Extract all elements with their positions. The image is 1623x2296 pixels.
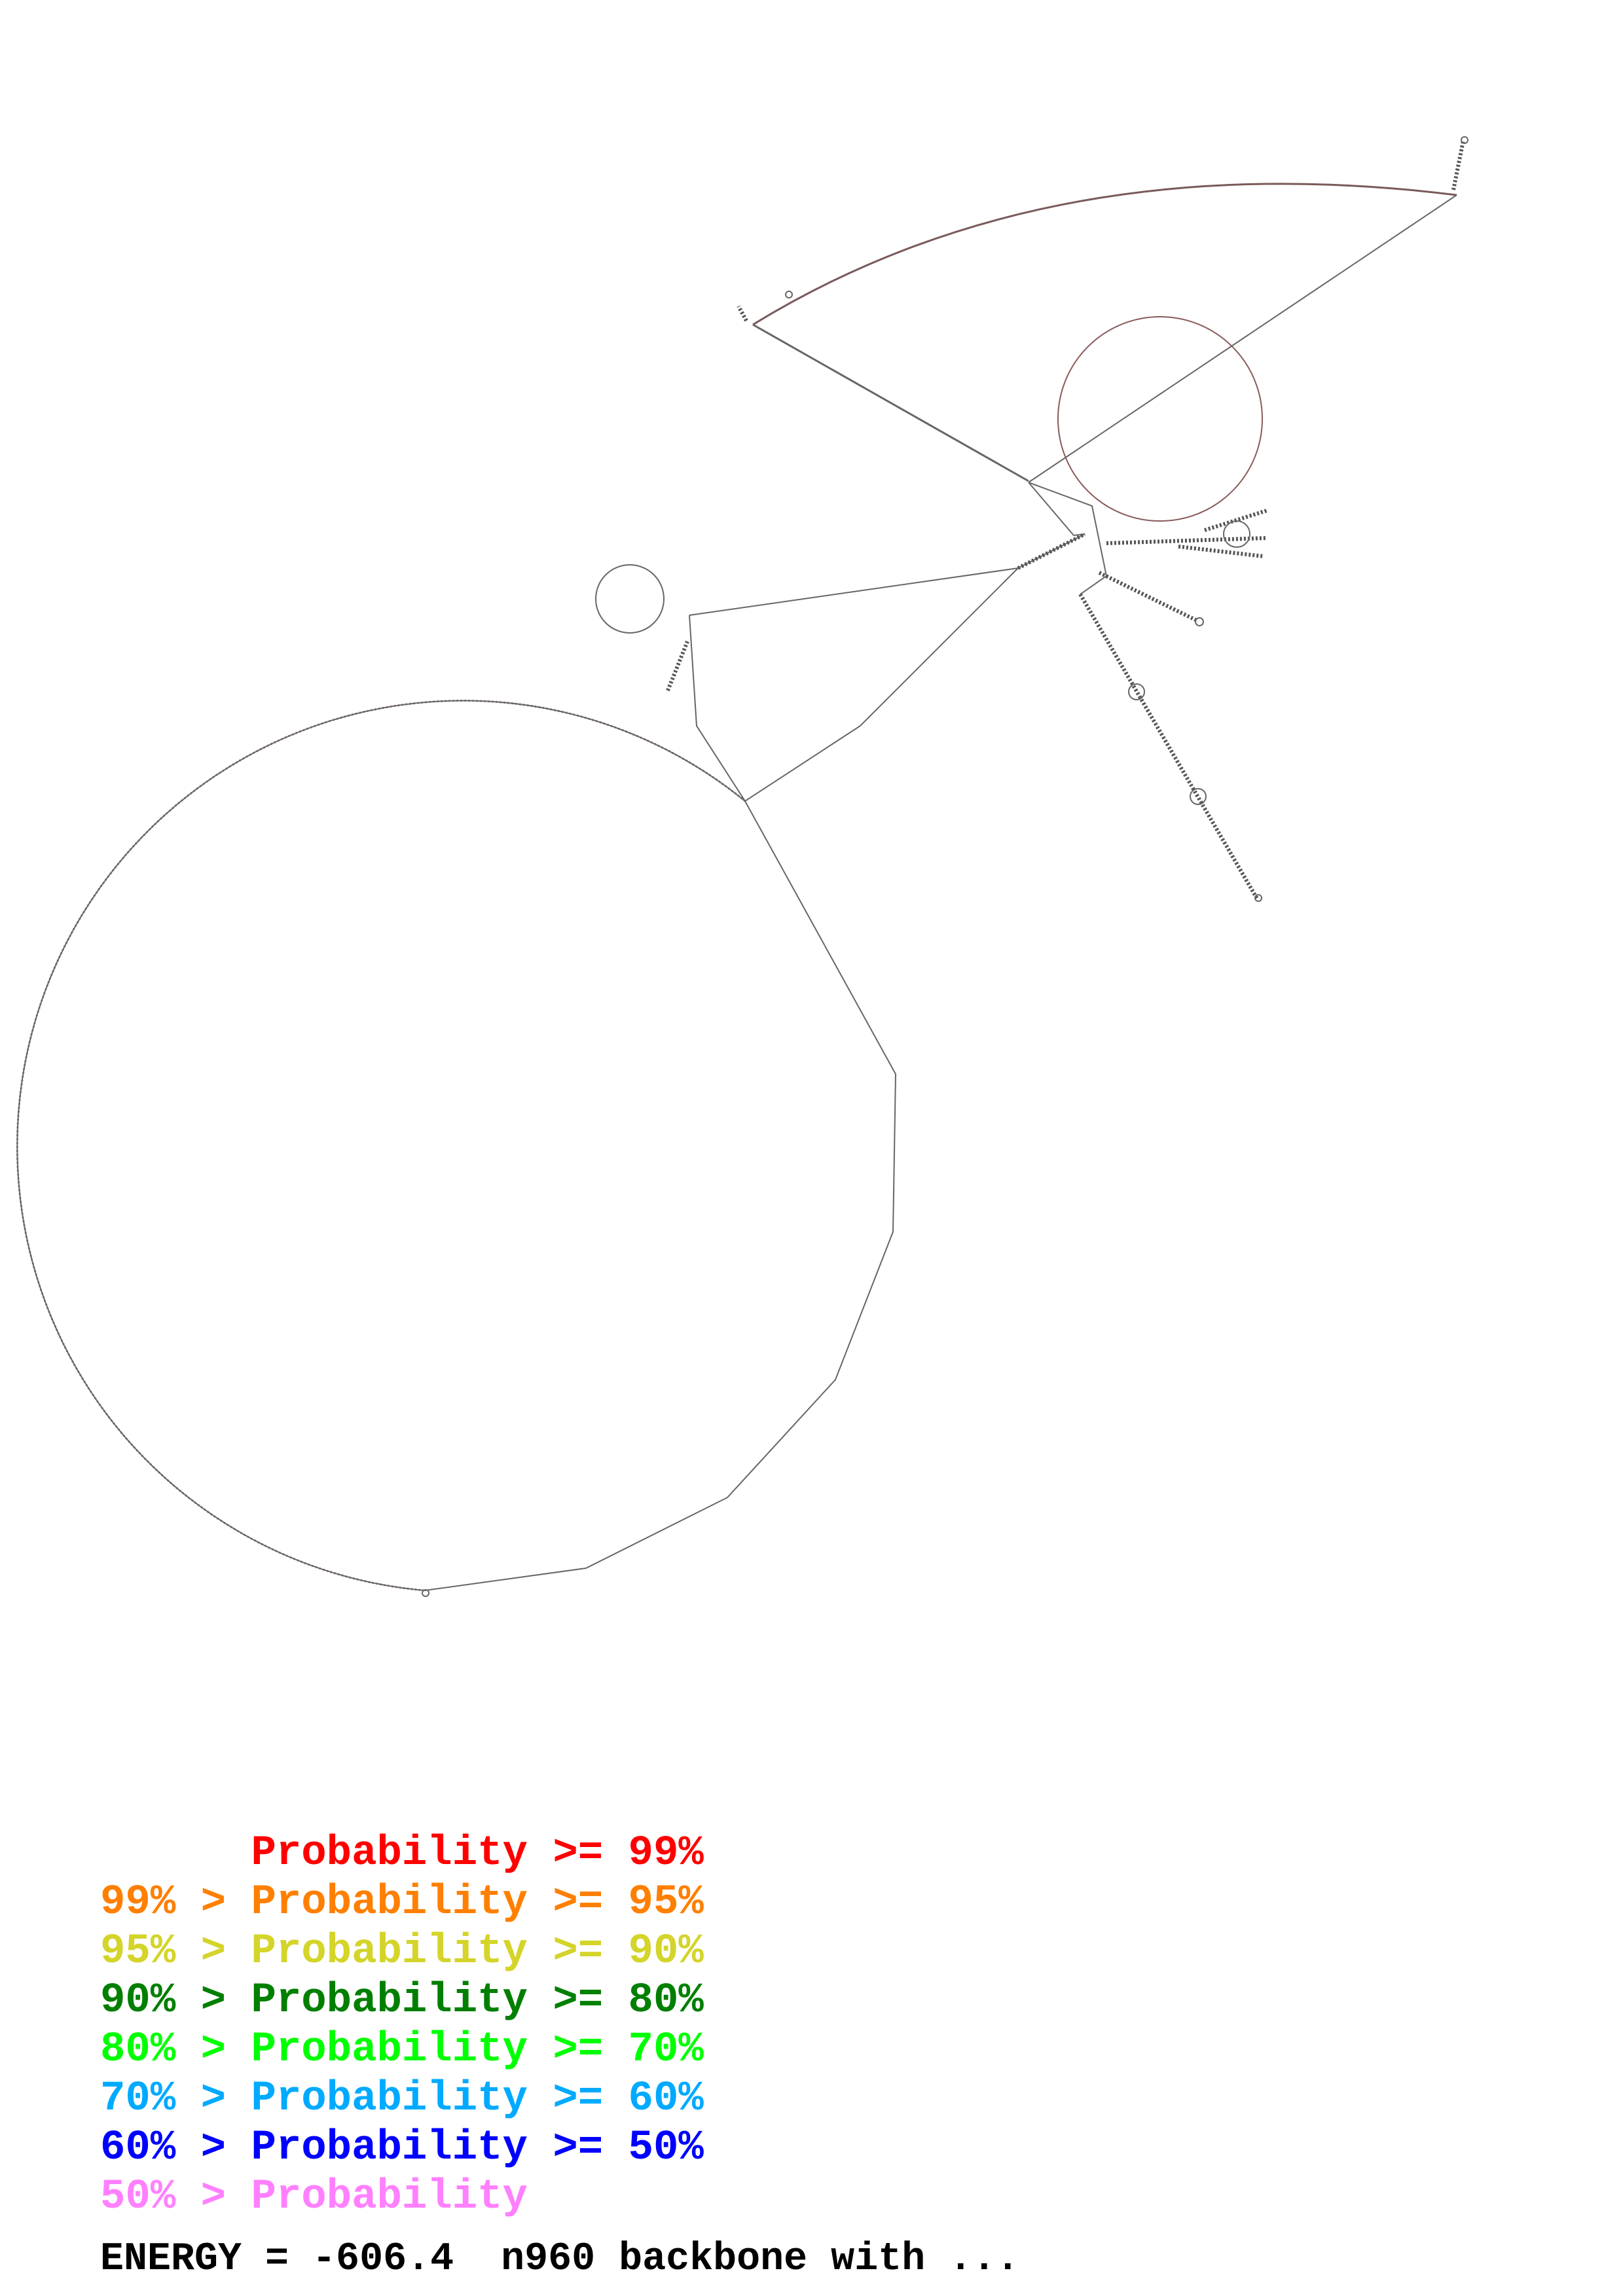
helix-stem <box>1017 532 1086 570</box>
legend-entry: 50% > Probability <box>100 2174 528 2221</box>
helix-stem <box>1106 536 1267 545</box>
backbone-line <box>689 615 746 802</box>
backbone-line <box>752 323 1029 482</box>
rna-secondary-structure <box>16 136 1468 1597</box>
backbone-line <box>689 567 1019 616</box>
energy-label: ENERGY = -606.4 n960 backbone with ... <box>100 2237 1020 2282</box>
backbone-line <box>1017 482 1085 569</box>
helix-stem <box>1451 140 1465 190</box>
legend-entry: 80% > Probability >= 70% <box>100 2026 704 2073</box>
hairpin-loop <box>1195 617 1204 626</box>
legend-entry: 90% > Probability >= 80% <box>100 1977 704 2024</box>
legend-entry: Probability >= 99% <box>251 1830 704 1877</box>
hairpin-loop-small <box>595 564 665 634</box>
backbone-line <box>1028 194 1457 483</box>
large-loop-arc-line <box>16 700 746 1591</box>
helix-stem <box>1178 545 1264 558</box>
helix-stem <box>1078 593 1259 900</box>
helix-stem <box>1204 509 1267 532</box>
hairpin-loop <box>1223 520 1250 548</box>
backbone-line <box>744 567 1019 802</box>
large-loop-arc <box>16 700 746 1592</box>
internal-loop <box>1128 683 1145 700</box>
backbone-line <box>1028 482 1108 595</box>
legend-entry: 99% > Probability >= 95% <box>100 1879 704 1926</box>
hairpin-loop <box>785 291 793 298</box>
legend-entry: 95% > Probability >= 90% <box>100 1928 704 1975</box>
legend-entry: 70% > Probability >= 60% <box>100 2075 704 2123</box>
top-arc <box>752 183 1457 326</box>
hairpin-loop <box>422 1589 429 1597</box>
hairpin-loop <box>1254 894 1262 902</box>
internal-loop <box>1190 788 1207 805</box>
helix-stem <box>1098 571 1199 623</box>
helix-stem <box>666 640 689 692</box>
legend-entry: 60% > Probability >= 50% <box>100 2125 704 2172</box>
interior-loop-medium <box>1057 316 1263 522</box>
loop-closing-backbone <box>424 800 897 1591</box>
hairpin-loop <box>1461 136 1468 144</box>
probability-legend: Probability >= 99% 99% > Probability >= 9… <box>100 1829 704 2222</box>
helix-stem <box>737 305 748 322</box>
